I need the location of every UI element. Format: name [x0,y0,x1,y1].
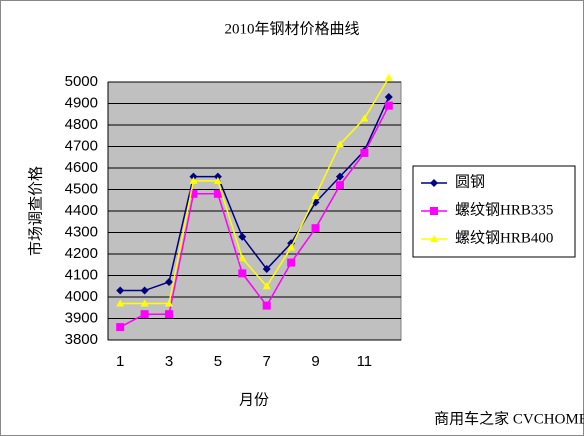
marker [287,239,296,248]
x-tick-label: 1 [116,353,124,370]
marker [430,179,438,187]
marker [213,176,222,184]
marker [116,323,125,332]
marker [140,299,149,307]
marker [262,265,271,274]
y-tick-label: 4800 [65,116,98,133]
marker [335,181,344,190]
y-tick-label: 4200 [65,245,98,262]
x-tick-label: 11 [357,353,373,370]
x-tick-label: 3 [165,353,173,370]
y-tick-label: 4000 [65,288,98,305]
marker [238,254,247,262]
y-tick-label: 3800 [65,331,98,348]
marker [311,224,320,233]
marker [165,310,174,319]
marker [287,258,296,267]
x-axis-label: 月份 [239,391,269,408]
marker [116,286,125,295]
x-tick-label: 7 [263,353,271,370]
marker [238,269,247,278]
marker [287,243,296,251]
marker [140,310,149,319]
y-tick-label: 4100 [65,266,98,283]
marker [384,101,393,110]
marker [262,282,271,290]
marker [213,189,222,198]
marker [360,114,369,122]
marker [384,93,393,102]
y-tick-label: 4700 [65,137,98,154]
watermark: 商用车之家 CVCHOME.COM [434,410,584,427]
marker [430,235,438,242]
marker [335,172,344,181]
marker [189,189,198,198]
marker [238,232,247,241]
series-line [119,105,390,328]
legend-label: 螺纹钢HRB400 [455,229,553,246]
marker [213,172,222,181]
chart-title: 2010年钢材价格曲线 [224,20,359,37]
marker [262,301,271,310]
marker [165,299,174,307]
x-tick-label: 9 [311,353,319,370]
marker [189,172,198,181]
y-tick-label: 4400 [65,202,98,219]
series-layer [116,73,393,332]
marker [189,176,198,184]
legend-label: 螺纹钢HRB335 [455,201,553,218]
marker [384,73,393,81]
marker [430,207,438,215]
marker [311,191,320,199]
marker [165,277,174,286]
series-line [120,77,390,305]
series-line [120,96,390,292]
y-tick-label: 4500 [65,180,98,197]
y-axis-label: 市场调查价格 [27,166,44,256]
marker [116,299,125,307]
y-tick-label: 5000 [65,73,98,90]
y-tick-label: 4600 [65,159,98,176]
y-tick-label: 3900 [65,309,98,326]
legend-label: 圆钢 [455,173,485,190]
marker [360,148,369,157]
y-tick-label: 4300 [65,223,98,240]
marker [140,286,149,295]
y-tick-label: 4900 [65,94,98,111]
marker [335,140,344,148]
x-tick-label: 5 [214,353,222,370]
